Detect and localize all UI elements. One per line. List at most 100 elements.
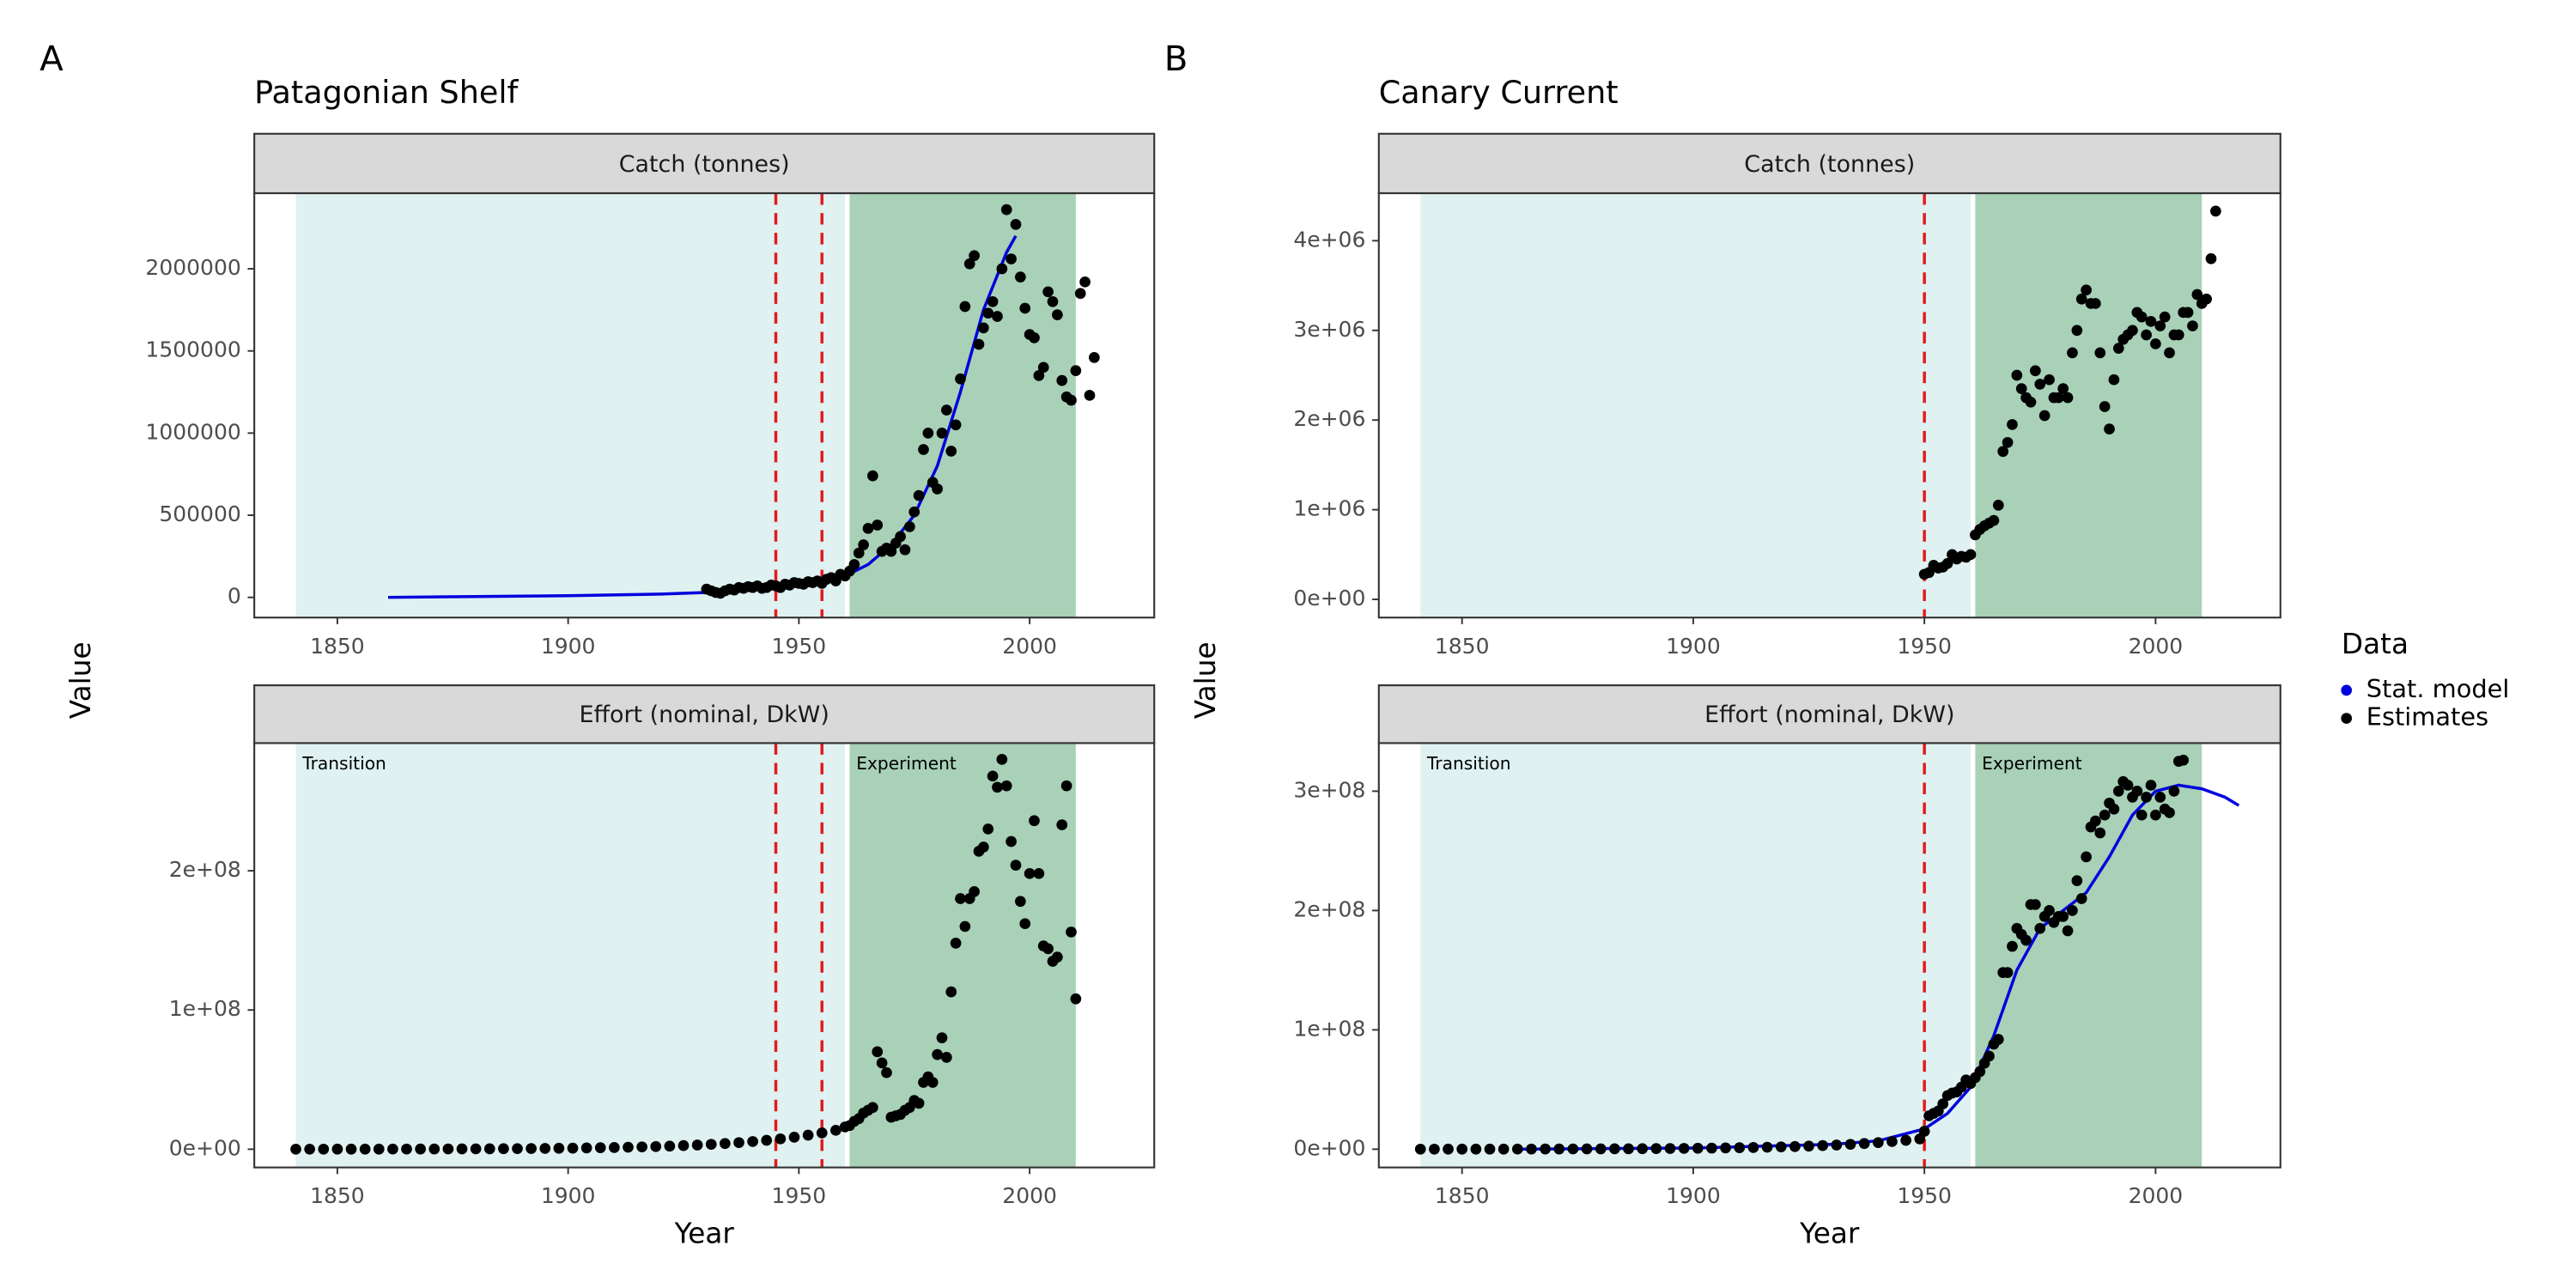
strip-label: Effort (nominal, DkW) [579,702,829,728]
estimate-point [992,311,1003,322]
estimate-point [2150,809,2161,821]
estimate-point [2136,809,2148,821]
estimate-point [2154,320,2166,331]
estimate-point [2164,807,2175,818]
y-axis-label: Value [64,641,97,719]
estimate-point [1623,1143,1634,1155]
legend-label: Estimates [2366,702,2488,732]
estimate-point [945,986,957,998]
estimate-point [932,483,943,495]
estimate-point [2007,419,2018,430]
estimate-point [1042,943,1054,955]
estimate-point [788,1132,800,1143]
period-band [295,743,846,1168]
estimate-point [1664,1143,1676,1154]
estimate-point [802,1129,814,1141]
x-tick-label: 1850 [1435,1183,1490,1208]
estimate-point [955,373,966,385]
estimate-point [1747,1142,1759,1153]
estimate-point [1029,332,1040,343]
estimate-point [1886,1136,1898,1147]
estimate-point [2071,325,2083,337]
estimate-point [2067,905,2078,916]
x-tick-label: 1950 [1897,1183,1952,1208]
estimate-point [1858,1138,1870,1150]
estimate-point [2052,392,2064,404]
estimate-point [1070,365,1082,376]
estimate-point [959,920,971,933]
estimate-point [908,506,920,518]
estimate-point [941,1052,952,1063]
estimate-point [982,307,994,319]
estimate-point [1056,819,1068,830]
estimate-point [1019,302,1031,314]
estimate-point [1042,286,1054,298]
estimate-point [304,1143,315,1155]
estimate-point [2090,815,2101,827]
y-tick-label: 1e+08 [1293,1016,1365,1041]
estimate-point [2205,252,2217,264]
period-band [1420,193,1971,618]
x-tick-label: 1950 [772,1183,827,1208]
estimate-point [2030,899,2041,910]
legend-label: Stat. model [2366,674,2510,703]
estimate-point [442,1143,454,1155]
estimate-point [2201,293,2212,305]
estimate-point [2108,803,2120,815]
y-tick-label: 0e+00 [1293,1135,1365,1160]
estimate-point [830,1124,841,1136]
estimate-point [1089,351,1100,363]
y-tick-label: 500000 [159,501,240,526]
estimate-point [1498,1143,1510,1155]
estimate-point [978,322,989,334]
estimate-point [927,1077,939,1088]
estimate-point [2075,893,2087,904]
estimate-point [1056,374,1068,386]
estimate-point [1047,295,1059,307]
estimate-point [609,1142,620,1153]
estimate-point [1734,1142,1746,1153]
estimate-point [963,258,975,270]
strip [253,684,1156,744]
estimate-point [705,1139,717,1151]
estimate-point [1965,549,1977,561]
estimate-point [2191,289,2203,301]
estimate-point [2081,851,2092,863]
estimate-point [1037,361,1049,374]
estimate-point [1637,1143,1649,1155]
estimate-point [483,1143,495,1155]
x-tick-label: 1900 [1666,1183,1721,1208]
estimate-point [2182,307,2194,319]
estimate-point [1817,1139,1829,1151]
estimate-point [401,1143,412,1155]
estimate-point [318,1143,330,1155]
estimate-point [2141,329,2152,341]
estimate-point [1789,1140,1801,1152]
estimate-point [1443,1143,1454,1155]
estimate-point [691,1139,703,1151]
estimate-point [1992,1034,2004,1045]
estimate-point [2057,383,2069,394]
estimate-point [1984,1050,1995,1062]
strip [1377,684,2281,744]
estimate-point [1052,309,1063,320]
y-tick-label: 4e+06 [1293,227,1365,252]
panel-title: Patagonian Shelf [254,74,519,111]
period-label: Experiment [856,753,957,774]
estimate-point [1029,815,1040,827]
estimate-point [895,531,906,543]
estimate-point [650,1140,662,1152]
estimate-point [2034,922,2046,934]
y-tick-label: 1500000 [145,337,240,362]
estimate-point [987,770,999,782]
estimate-point [936,1032,948,1044]
estimate-point [345,1143,357,1155]
estimate-point [867,470,878,482]
estimate-point [1070,993,1082,1005]
estimate-point [1540,1143,1551,1155]
estimate-point [2011,369,2023,381]
estimate-point [2002,967,2014,978]
estimate-point [1414,1143,1426,1155]
